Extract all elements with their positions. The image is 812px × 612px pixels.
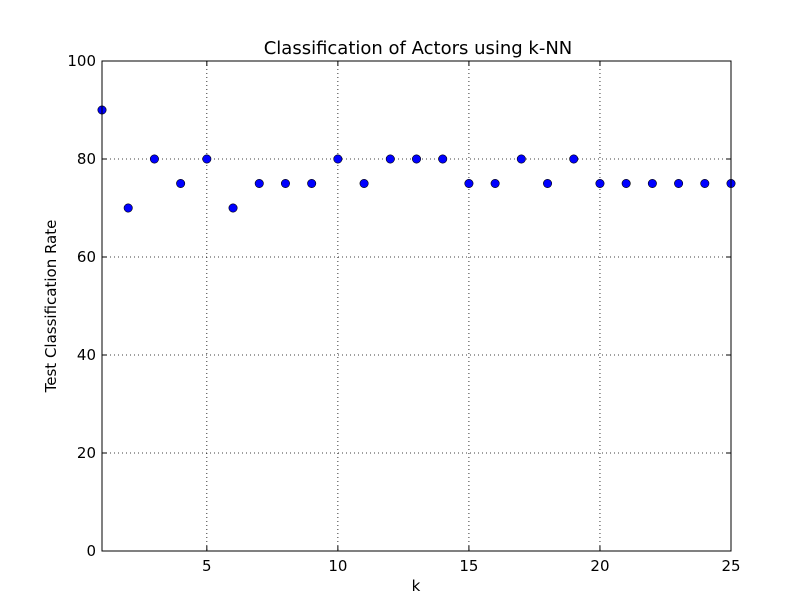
data-point [228, 203, 238, 213]
data-point [674, 179, 684, 189]
x-axis-label: k [412, 577, 421, 595]
data-point [569, 154, 579, 164]
y-tick-label: 20 [77, 444, 96, 462]
y-tick-label: 60 [77, 248, 96, 266]
y-tick-label: 100 [67, 52, 96, 70]
data-point [700, 179, 710, 189]
y-tick-label: 80 [77, 150, 96, 168]
chart-title: Classification of Actors using k-NN [264, 38, 573, 59]
data-point [176, 179, 186, 189]
data-point [254, 179, 264, 189]
data-points [97, 105, 736, 213]
x-tick-label: 15 [459, 557, 478, 575]
data-point [385, 154, 395, 164]
data-point [202, 154, 212, 164]
y-tick-label: 0 [86, 542, 96, 560]
data-point [333, 154, 343, 164]
data-point [621, 179, 631, 189]
data-point [149, 154, 159, 164]
axis-layer: 5 10 15 20 25 0 20 40 60 80 100 [67, 52, 740, 575]
x-tick-label: 25 [721, 557, 740, 575]
data-point [490, 179, 500, 189]
y-axis-label: Test Classification Rate [42, 220, 60, 394]
data-point [307, 179, 317, 189]
data-point [359, 179, 369, 189]
y-tick-label: 40 [77, 346, 96, 364]
data-point [647, 179, 657, 189]
data-point [438, 154, 448, 164]
data-point [543, 179, 553, 189]
x-tick-label: 5 [202, 557, 212, 575]
data-point [464, 179, 474, 189]
data-point [595, 179, 605, 189]
data-point [411, 154, 421, 164]
grid-layer [102, 61, 731, 551]
x-tick-label: 10 [328, 557, 347, 575]
x-tick-label: 20 [590, 557, 609, 575]
data-point [280, 179, 290, 189]
data-point [123, 203, 133, 213]
plot-frame [101, 60, 732, 552]
data-point [516, 154, 526, 164]
